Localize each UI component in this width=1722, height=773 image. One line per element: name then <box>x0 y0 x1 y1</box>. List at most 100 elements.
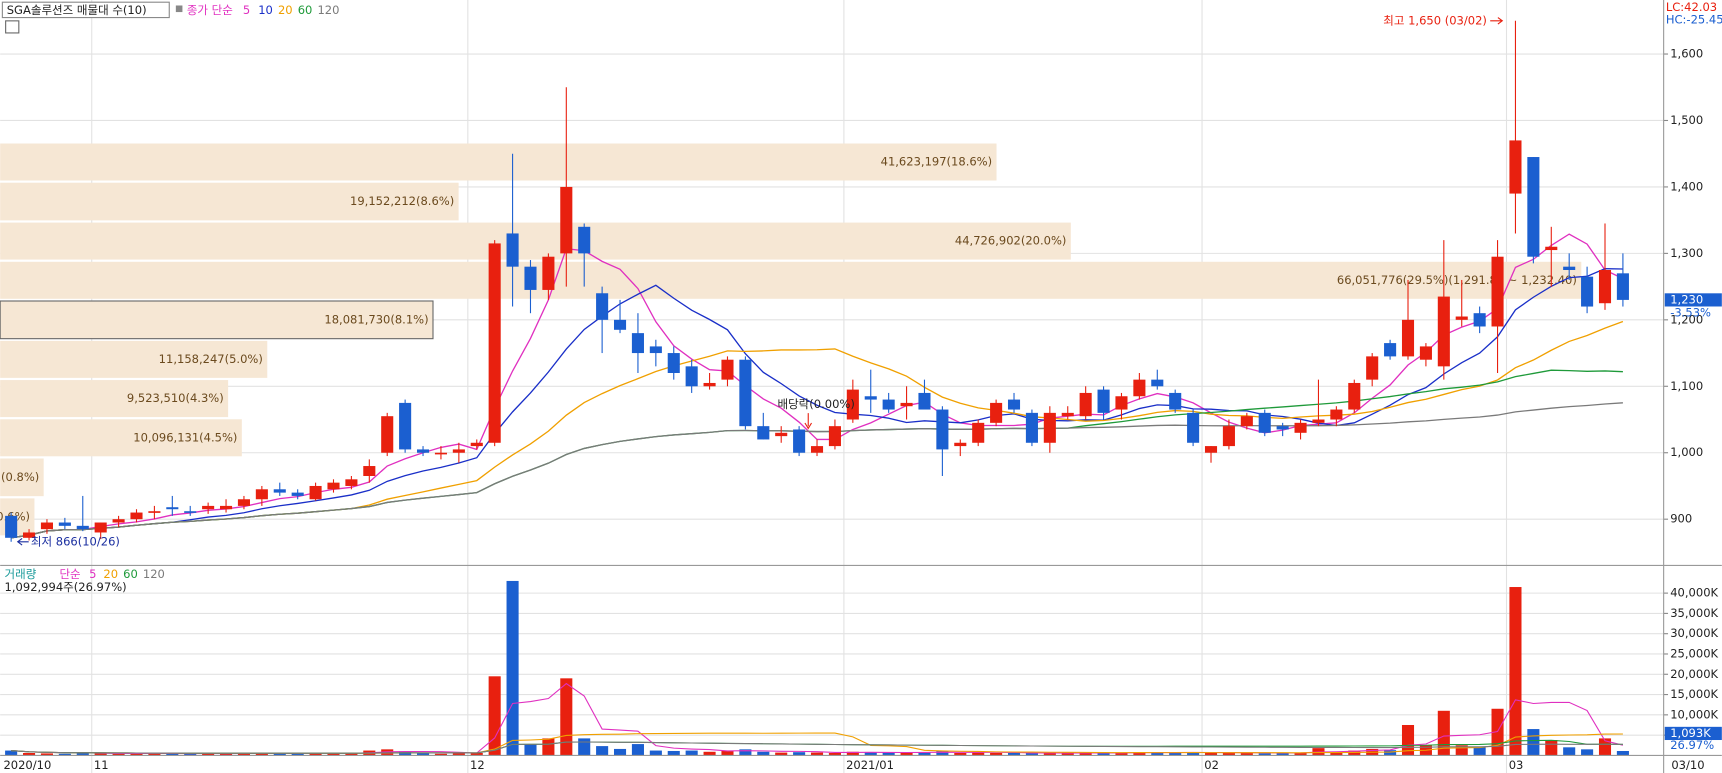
volume-bar <box>184 753 197 756</box>
current-date: 03/10 <box>1671 758 1704 772</box>
volume-bar <box>488 676 501 756</box>
candle-body <box>58 522 71 526</box>
candle-body <box>613 319 627 330</box>
volume-bar <box>721 750 734 756</box>
candle-body <box>596 293 609 320</box>
volume-bar <box>166 752 179 756</box>
volume-bar <box>810 752 824 756</box>
candle-body <box>560 186 573 254</box>
price-tag-label: 1,230 <box>1670 292 1703 306</box>
volume-bar <box>990 752 1003 756</box>
candle-body <box>846 389 859 420</box>
profile-label: 44,726,902(20.0%) <box>955 234 1067 248</box>
candle-body <box>166 507 179 510</box>
volume-bar <box>470 752 483 756</box>
volume-bar <box>452 753 465 756</box>
candle-body <box>1169 392 1182 410</box>
scale-note: HC:-25.45 <box>1666 12 1722 26</box>
volume-bar <box>1348 750 1361 756</box>
candle-body <box>202 505 215 510</box>
candle-body <box>1455 316 1468 320</box>
candle-body <box>900 402 913 407</box>
volume-bar <box>1061 752 1074 756</box>
chart-title[interactable]: SGA솔루션즈 매물대 수(10) <box>7 3 147 17</box>
high-arrow <box>1490 17 1504 25</box>
volume-bar <box>1258 753 1271 756</box>
title-box[interactable] <box>1 1 170 19</box>
x-tick-label: 12 <box>470 758 485 772</box>
candle-body <box>1187 412 1200 443</box>
y-tick-label: 20,000K <box>1670 667 1718 681</box>
ma-legend: 120 <box>317 3 339 17</box>
volume-bar <box>1025 752 1038 756</box>
candle-body <box>864 396 877 400</box>
candle-body <box>1276 426 1289 430</box>
candle-body <box>1222 426 1235 447</box>
candle-body <box>1025 412 1038 443</box>
settings-icon[interactable] <box>5 20 20 34</box>
volume-bar <box>542 738 555 756</box>
candle-body <box>1545 246 1558 251</box>
volume-bar <box>416 753 430 756</box>
candle-body <box>345 479 358 486</box>
volume-ma-legend: 60 <box>123 567 138 581</box>
volume-ma-label: 단순 <box>59 567 80 581</box>
volume-tag-label: 1,093K <box>1670 726 1711 740</box>
volume-bar <box>739 749 752 756</box>
y-tick-label: 15,000K <box>1670 687 1718 701</box>
candle-body <box>1419 346 1432 360</box>
ma-legend: 60 <box>298 3 313 17</box>
profile-label: 9,523,510(4.3%) <box>127 391 224 405</box>
volume-bar <box>1527 729 1540 756</box>
candle-body <box>1240 416 1253 427</box>
candle-body <box>1616 273 1629 300</box>
candle-body <box>1509 140 1522 194</box>
volume-bar <box>1133 752 1146 756</box>
volume-bar <box>613 748 627 756</box>
candle-body <box>524 266 537 290</box>
candle-body <box>5 515 18 538</box>
volume-bar <box>1545 740 1558 756</box>
price-tag <box>1664 293 1722 307</box>
volume-profile-bar <box>0 222 1071 260</box>
volume-bar <box>237 753 250 756</box>
candle-body <box>1115 396 1128 410</box>
profile-label: 66,051,776(29.5%)(1,291.80 ~ 1,232.40) <box>1337 273 1577 287</box>
volume-bar <box>1222 752 1235 756</box>
candle-body <box>220 505 233 510</box>
candle-body <box>1043 412 1056 443</box>
candle-body <box>828 426 841 447</box>
volume-bar <box>1204 752 1218 756</box>
candle-body <box>291 492 304 496</box>
profile-label: 19,152,212(8.6%) <box>350 194 454 208</box>
volume-profile-bar <box>0 380 229 418</box>
candle-body <box>721 359 734 380</box>
volume-ratio: 26.97% <box>1670 738 1714 752</box>
candle-body <box>381 416 394 453</box>
candle-body <box>1079 392 1092 417</box>
y-tick-label: 900 <box>1670 512 1692 526</box>
volume-bar <box>649 750 662 756</box>
candle-body <box>23 532 36 538</box>
change-label: -3.53% <box>1670 306 1711 320</box>
candle-body <box>237 499 250 506</box>
candle-body <box>1061 412 1074 417</box>
candle-body <box>810 446 824 453</box>
candle-body <box>1097 389 1110 413</box>
x-tick-label: 2021/01 <box>846 758 894 772</box>
volume-bar <box>972 752 985 756</box>
candle-body <box>112 519 125 523</box>
volume-bar <box>667 750 680 756</box>
volume-bar <box>1079 752 1092 756</box>
candle-body <box>990 402 1003 423</box>
candle-body <box>1258 412 1271 433</box>
candle-body <box>309 485 322 500</box>
volume-bar <box>1563 747 1576 756</box>
volume-bar <box>1581 749 1594 756</box>
candle-body <box>667 353 680 373</box>
legend-icon <box>175 5 183 13</box>
y-tick-label: 10,000K <box>1670 707 1718 721</box>
volume-bar <box>345 752 358 756</box>
x-tick-label: 11 <box>94 758 109 772</box>
candle-body <box>76 525 89 530</box>
